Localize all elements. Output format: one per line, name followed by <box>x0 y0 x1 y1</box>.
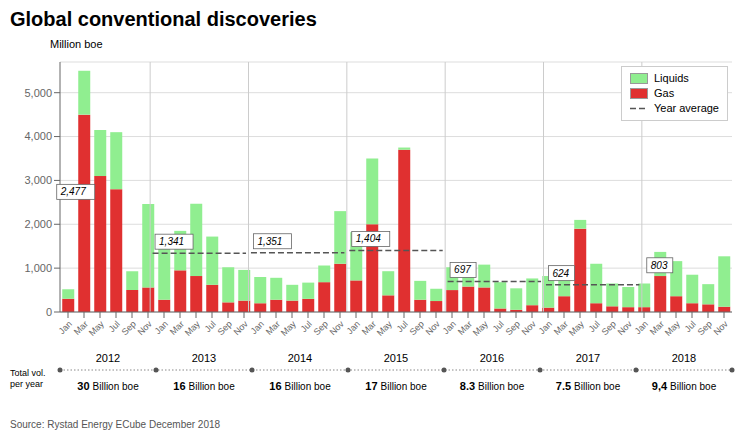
svg-text:Jul: Jul <box>587 319 602 334</box>
svg-text:2018: 2018 <box>672 352 696 364</box>
svg-text:Sep: Sep <box>312 319 330 337</box>
svg-text:May: May <box>375 319 394 338</box>
svg-text:Jan: Jan <box>537 319 554 336</box>
svg-text:2013: 2013 <box>192 352 216 364</box>
svg-text:Nov: Nov <box>328 319 347 338</box>
svg-text:May: May <box>183 319 202 338</box>
svg-text:May: May <box>279 319 298 338</box>
svg-text:16Billion boe: 16Billion boe <box>269 380 331 392</box>
svg-text:Jan: Jan <box>249 319 266 336</box>
svg-text:4,000: 4,000 <box>24 130 52 142</box>
svg-text:2,000: 2,000 <box>24 218 52 230</box>
svg-text:Jan: Jan <box>633 319 650 336</box>
svg-text:2,477: 2,477 <box>60 186 86 197</box>
svg-text:9,4Billion boe: 9,4Billion boe <box>652 380 717 392</box>
svg-text:Mar: Mar <box>360 319 378 337</box>
svg-text:Sep: Sep <box>216 319 234 337</box>
svg-text:Mar: Mar <box>648 319 666 337</box>
svg-text:16Billion boe: 16Billion boe <box>173 380 235 392</box>
svg-text:May: May <box>471 319 490 338</box>
svg-text:Jan: Jan <box>345 319 362 336</box>
svg-text:5,000: 5,000 <box>24 87 52 99</box>
svg-text:Nov: Nov <box>232 319 251 338</box>
svg-text:Sep: Sep <box>696 319 714 337</box>
html-text:Million boe: Million boe <box>50 38 103 50</box>
svg-text:2014: 2014 <box>288 352 312 364</box>
svg-text:Nov: Nov <box>520 319 539 338</box>
svg-text:Jan: Jan <box>441 319 458 336</box>
svg-text:Mar: Mar <box>264 319 282 337</box>
svg-text:1,000: 1,000 <box>24 262 52 274</box>
svg-text:Jul: Jul <box>299 319 314 334</box>
svg-text:Mar: Mar <box>72 319 90 337</box>
svg-text:3,000: 3,000 <box>24 174 52 186</box>
svg-text:8.3Billion boe: 8.3Billion boe <box>460 380 525 392</box>
svg-text:Nov: Nov <box>136 319 155 338</box>
html-text:Global conventional discoverie: Global conventional discoveries <box>10 8 317 30</box>
svg-text:Sep: Sep <box>600 319 618 337</box>
svg-text:1,341: 1,341 <box>159 236 184 247</box>
svg-text:Jul: Jul <box>107 319 122 334</box>
svg-text:697: 697 <box>454 264 471 275</box>
svg-text:0: 0 <box>46 306 52 318</box>
svg-text:7.5Billion boe: 7.5Billion boe <box>556 380 621 392</box>
svg-text:May: May <box>567 319 586 338</box>
svg-text:Jan: Jan <box>57 319 74 336</box>
html-text:Source: Rystad Energy ECube De: Source: Rystad Energy ECube December 201… <box>10 419 221 430</box>
svg-text:Sep: Sep <box>504 319 522 337</box>
svg-text:May: May <box>663 319 682 338</box>
svg-text:Mar: Mar <box>168 319 186 337</box>
svg-text:Nov: Nov <box>712 319 731 338</box>
svg-text:2017: 2017 <box>576 352 600 364</box>
svg-text:Sep: Sep <box>408 319 426 337</box>
svg-text:May: May <box>87 319 106 338</box>
svg-text:2015: 2015 <box>384 352 408 364</box>
svg-text:Mar: Mar <box>552 319 570 337</box>
svg-text:2012: 2012 <box>96 352 120 364</box>
svg-text:Jan: Jan <box>153 319 170 336</box>
svg-text:Mar: Mar <box>456 319 474 337</box>
svg-text:Nov: Nov <box>616 319 635 338</box>
svg-text:Jul: Jul <box>491 319 506 334</box>
svg-text:Total vol.per year: Total vol.per year <box>10 368 46 389</box>
svg-text:Jul: Jul <box>203 319 218 334</box>
svg-text:Sep: Sep <box>120 319 138 337</box>
svg-text:2016: 2016 <box>480 352 504 364</box>
svg-text:30Billion boe: 30Billion boe <box>77 380 139 392</box>
svg-text:Jul: Jul <box>683 319 698 334</box>
svg-text:1,404: 1,404 <box>356 233 381 244</box>
svg-text:624: 624 <box>552 268 569 279</box>
svg-text:803: 803 <box>651 260 668 271</box>
svg-text:1,351: 1,351 <box>257 236 282 247</box>
svg-text:Nov: Nov <box>424 319 443 338</box>
svg-text:17Billion boe: 17Billion boe <box>365 380 427 392</box>
html-text:Liquids: Liquids <box>654 72 689 84</box>
html-text:Year average: Year average <box>654 102 719 114</box>
svg-text:Jul: Jul <box>395 319 410 334</box>
html-text:Gas: Gas <box>654 87 675 99</box>
